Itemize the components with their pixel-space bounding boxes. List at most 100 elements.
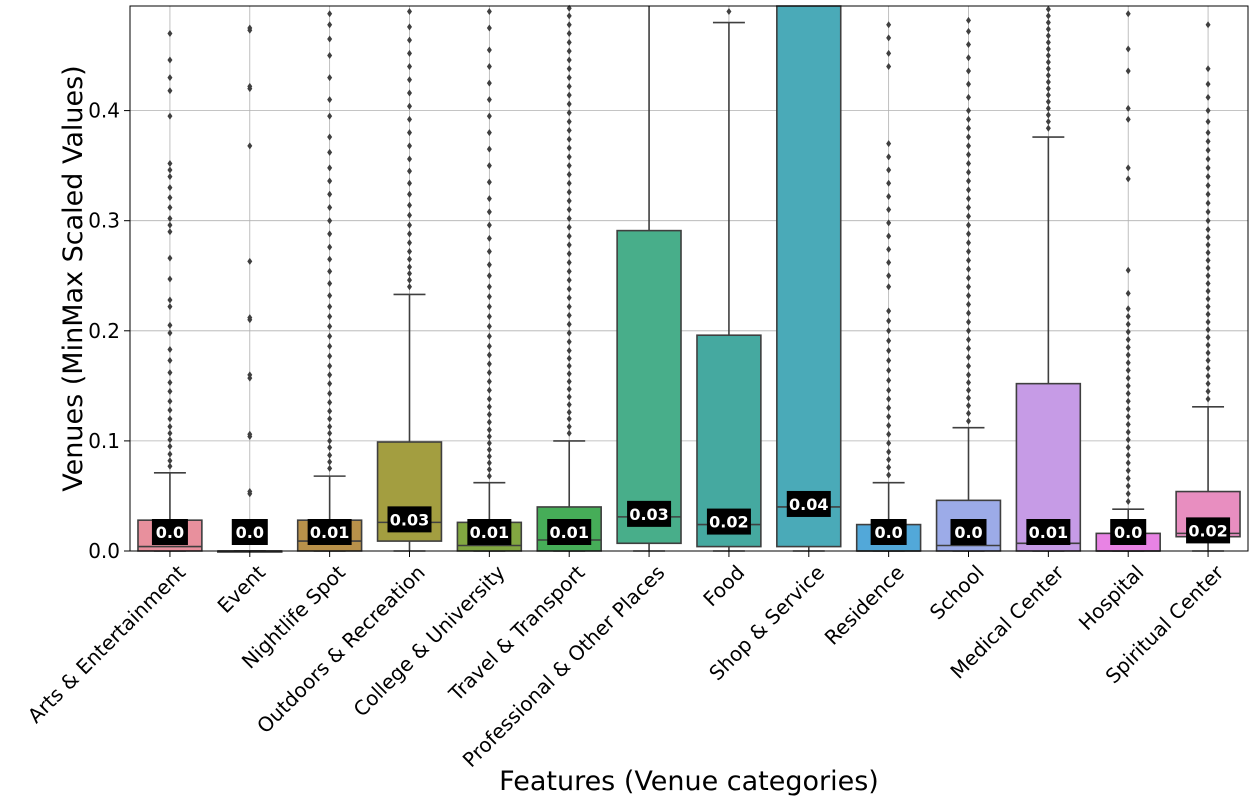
outlier-point [566, 250, 572, 258]
outlier-point [566, 377, 572, 385]
outlier-point [167, 423, 173, 431]
outlier-point [566, 311, 572, 319]
outlier-point [1125, 490, 1131, 498]
outlier-point [966, 402, 971, 410]
outlier-point [966, 300, 971, 308]
outlier-point [407, 239, 412, 247]
median-label: 0.01 [470, 523, 509, 542]
outlier-point [1125, 482, 1131, 490]
outlier-point [966, 186, 971, 194]
outlier-point [327, 292, 333, 300]
outlier-point [1205, 155, 1211, 163]
outlier-point [886, 456, 892, 464]
outlier-point [486, 466, 492, 474]
outlier-point [566, 385, 572, 393]
outlier-point [566, 401, 572, 409]
outlier-point [566, 370, 572, 378]
outlier-point [167, 406, 173, 414]
outlier-point [566, 241, 572, 249]
outlier-point [1205, 395, 1211, 403]
x-tick-label: School [925, 560, 989, 624]
outlier-point [1125, 10, 1131, 18]
outlier-point [486, 426, 492, 434]
outlier-point [1205, 107, 1211, 115]
outlier-point [327, 133, 333, 141]
outlier-point [966, 212, 971, 220]
outlier-point [167, 221, 173, 229]
outlier-point [1045, 52, 1051, 60]
outlier-point [966, 239, 971, 247]
outlier-point [167, 214, 173, 222]
y-tick-label: 0.2 [88, 319, 120, 343]
outlier-point [327, 74, 333, 82]
outlier-point [486, 386, 492, 394]
outlier-point [167, 173, 173, 181]
outlier-point [327, 458, 333, 466]
median-label: 0.03 [629, 505, 668, 524]
outlier-point [966, 27, 971, 35]
outlier-point [1045, 85, 1051, 93]
outlier-point [566, 354, 572, 362]
outlier-point [566, 214, 572, 222]
outlier-point [566, 408, 572, 416]
outlier-point [1045, 91, 1051, 99]
outlier-point [486, 208, 492, 216]
outlier-point [327, 380, 333, 388]
outlier-point [566, 232, 572, 240]
outlier-point [407, 8, 412, 16]
outlier-point [1205, 146, 1211, 154]
outlier-point [1125, 420, 1131, 428]
outlier-point [566, 429, 572, 437]
outlier-point [886, 219, 892, 227]
outlier-point [167, 450, 173, 458]
outlier-point [1205, 318, 1211, 326]
outlier-point [1045, 32, 1051, 40]
y-tick-label: 0.3 [88, 209, 120, 233]
outlier-point [566, 82, 572, 90]
outlier-point [566, 100, 572, 108]
outlier-point [966, 362, 971, 370]
outlier-point [327, 35, 333, 43]
outlier-point [1125, 289, 1131, 297]
outlier-point [1045, 5, 1051, 13]
outlier-point [1205, 380, 1211, 388]
outlier-point [407, 201, 412, 209]
outlier-point [486, 178, 492, 186]
outlier-point [1125, 104, 1131, 112]
outlier-point [327, 352, 333, 360]
outlier-point [327, 148, 333, 156]
median-label-box [1186, 517, 1231, 544]
y-tick-label: 0.4 [88, 99, 120, 123]
outlier-point [486, 162, 492, 170]
outlier-point [1045, 12, 1051, 20]
outlier-point [407, 283, 412, 291]
outlier-point [1205, 357, 1211, 365]
outlier-point [247, 24, 253, 32]
outlier-point [327, 371, 333, 379]
outlier-point [1205, 190, 1211, 198]
outlier-point [167, 112, 173, 120]
outlier-point [167, 415, 173, 423]
outlier-point [486, 432, 492, 440]
outlier-point [1125, 444, 1131, 452]
outlier-point [1205, 264, 1211, 272]
outlier-point [1205, 241, 1211, 249]
box [616, 229, 682, 545]
median-label-box [1110, 519, 1147, 545]
median-label-box [950, 519, 987, 545]
outlier-point [966, 353, 971, 361]
outlier-point [327, 423, 333, 431]
outlier-point [327, 255, 333, 263]
outlier-point [486, 272, 492, 280]
outlier-point [966, 115, 971, 123]
outlier-point [486, 303, 492, 311]
outlier-point [966, 318, 971, 326]
outlier-point [886, 34, 892, 42]
outlier-point [486, 145, 492, 153]
outlier-point [247, 257, 253, 265]
outlier-point [566, 320, 572, 328]
outlier-point [1205, 249, 1211, 257]
outlier-point [966, 221, 971, 229]
outlier-point [1125, 312, 1131, 320]
